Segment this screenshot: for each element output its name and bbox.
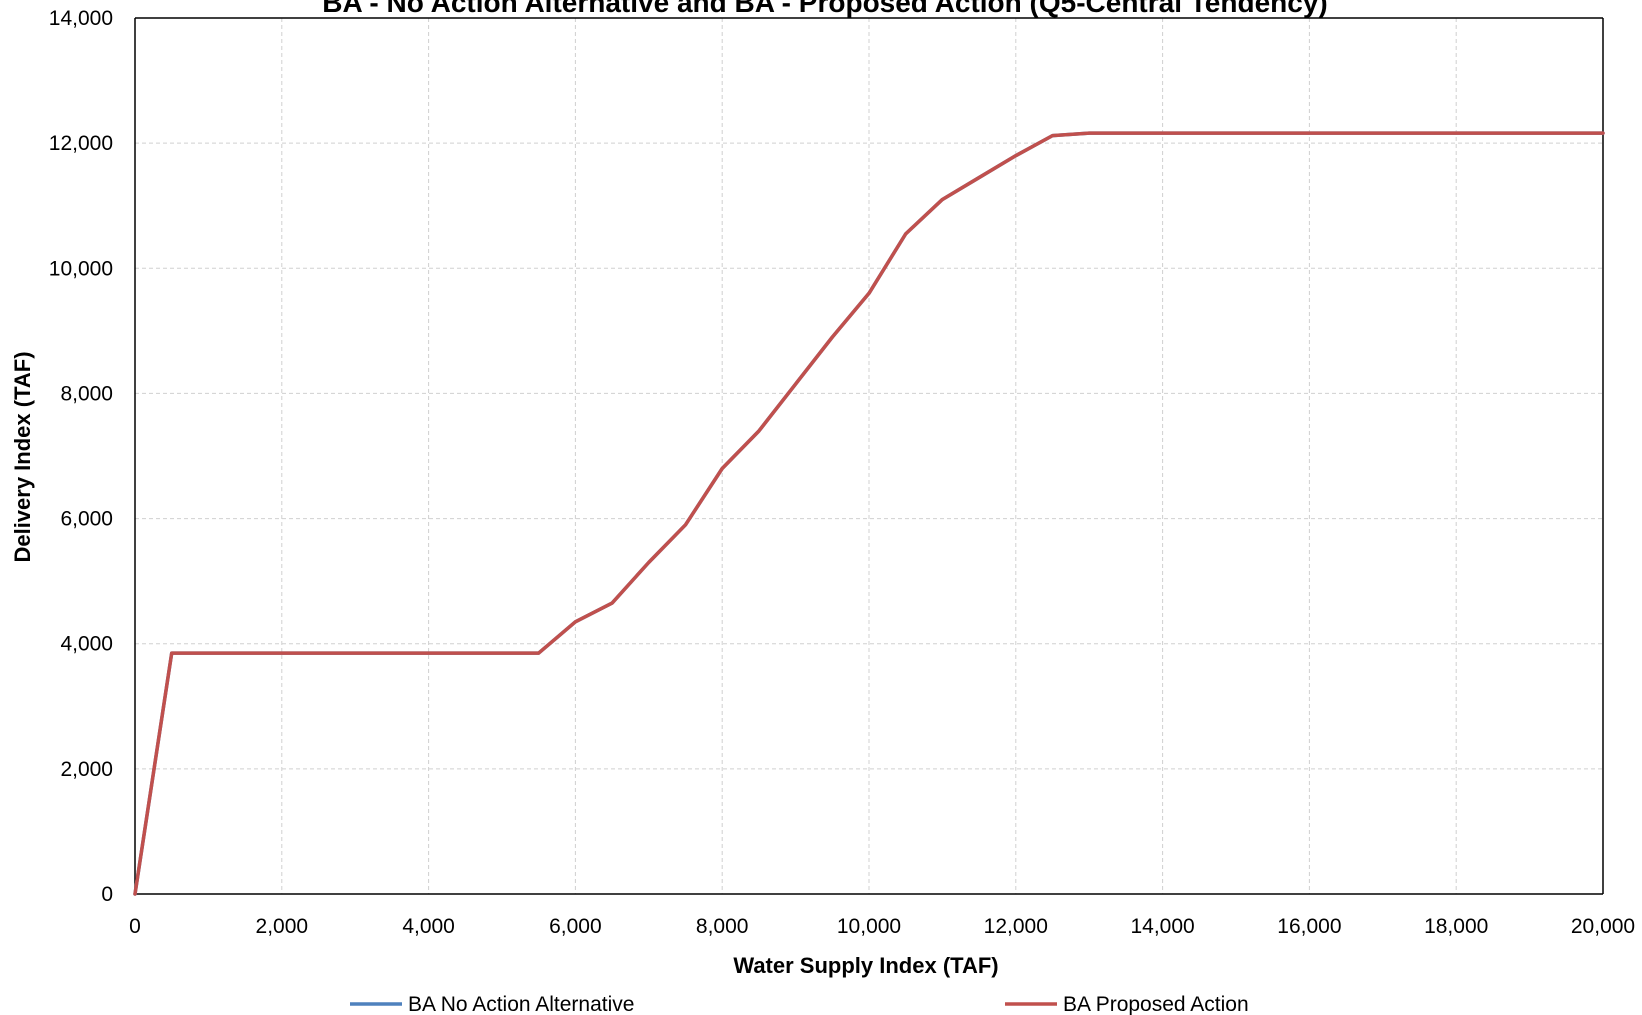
x-axis-title: Water Supply Index (TAF) (733, 953, 998, 978)
grid-lines (135, 18, 1603, 894)
chart-title: BA - No Action Alternative and BA - Prop… (322, 0, 1327, 18)
series-layer (133, 131, 1605, 896)
y-axis-ticks: 0 2,000 4,000 6,000 8,000 10,000 12,000 14,000 (49, 7, 113, 906)
x-tick-label: 4,000 (402, 915, 455, 938)
series-line-2 (133, 131, 1605, 896)
plot-frame (134, 17, 1604, 895)
x-tick-label: 0 (129, 915, 141, 938)
y-tick-label: 0 (101, 883, 113, 906)
y-tick-label: 4,000 (60, 633, 113, 656)
series-line-1 (133, 131, 1605, 896)
x-tick-label: 20,000 (1571, 915, 1635, 938)
x-tick-label: 14,000 (1130, 915, 1194, 938)
legend: BA No Action Alternative BA Proposed Acti… (350, 993, 1249, 1015)
y-tick-label: 2,000 (60, 758, 113, 781)
x-tick-label: 6,000 (549, 915, 602, 938)
x-tick-label: 2,000 (256, 915, 309, 938)
x-tick-label: 18,000 (1424, 915, 1488, 938)
y-tick-label: 8,000 (60, 382, 113, 405)
y-tick-label: 6,000 (60, 508, 113, 531)
legend-label: BA Proposed Action (1063, 993, 1249, 1015)
x-tick-label: 12,000 (984, 915, 1048, 938)
x-tick-label: 10,000 (837, 915, 901, 938)
x-axis-ticks: 0 2,000 4,000 6,000 8,000 10,000 12,000 14,000 1… (129, 915, 1635, 938)
y-axis-title: Delivery Index (TAF) (10, 351, 35, 562)
x-tick-label: 8,000 (696, 915, 749, 938)
x-tick-label: 16,000 (1277, 915, 1341, 938)
y-tick-label: 10,000 (49, 257, 113, 280)
y-tick-label: 12,000 (49, 132, 113, 155)
y-tick-label: 14,000 (49, 7, 113, 30)
legend-label: BA No Action Alternative (408, 993, 634, 1015)
